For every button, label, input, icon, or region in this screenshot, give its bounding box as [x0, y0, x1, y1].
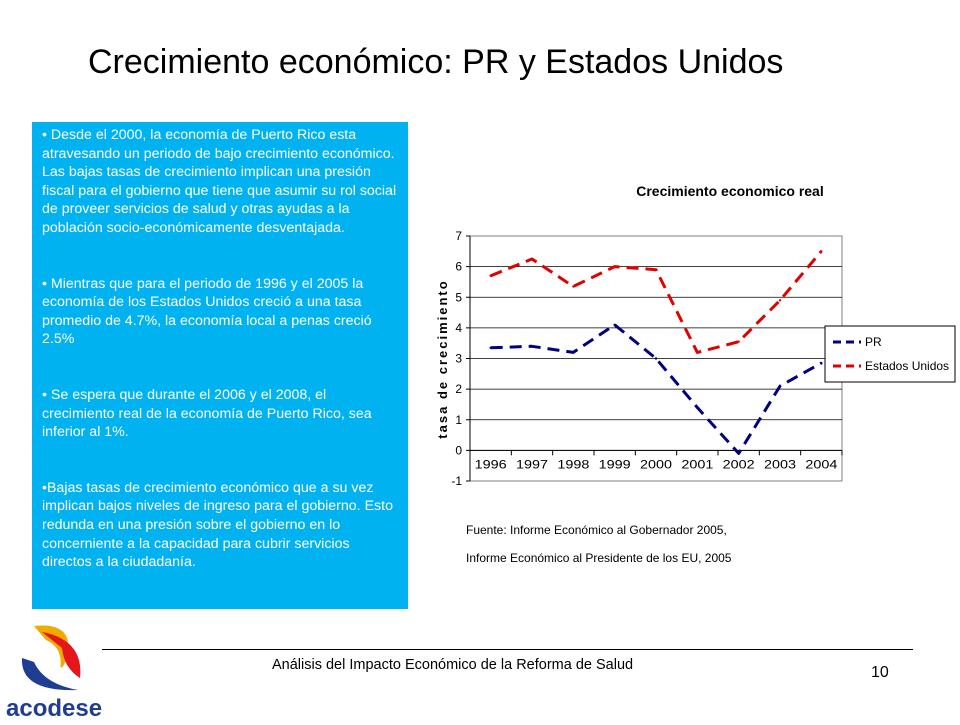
y-tick-label: 0 — [455, 443, 462, 457]
y-tick-label: 5 — [455, 290, 462, 304]
y-tick-label: -1 — [451, 474, 462, 488]
bullet-4: •Bajas tasas de crecimiento económico qu… — [42, 479, 393, 571]
data-point — [489, 274, 492, 278]
acodese-logo-mark: acodese — [6, 625, 102, 722]
legend-label: PR — [865, 335, 882, 349]
legend-label: Estados Unidos — [865, 359, 949, 373]
source-line-2: Informe Económico al Presidente de los E… — [466, 551, 732, 565]
data-point — [778, 299, 782, 302]
data-point — [530, 257, 534, 261]
growth-chart: Crecimiento economico real tasa de creci… — [430, 178, 960, 498]
x-tick-label: 1997 — [516, 457, 548, 471]
data-point — [530, 345, 534, 348]
data-point — [489, 346, 492, 349]
series-line-pr — [490, 323, 823, 455]
bullet-3: • Se espera que durante el 2006 y el 200… — [42, 386, 372, 441]
data-point — [572, 351, 575, 354]
data-point — [654, 268, 658, 271]
plot-layer: -1 0 1 2 3 4 5 6 7 1996 1997 1998 1999 2000 2001 2002 20… — [451, 229, 843, 488]
data-point — [654, 357, 658, 360]
data-point — [737, 452, 740, 455]
growth-chart-svg: Crecimiento economico real tasa de creci… — [435, 183, 956, 488]
data-point — [572, 285, 575, 288]
x-tick-label: 1999 — [599, 457, 631, 471]
data-point — [613, 265, 616, 268]
x-tick-label: 2003 — [764, 457, 796, 471]
x-tick-label: 2002 — [723, 457, 755, 471]
data-point — [696, 351, 699, 354]
data-point — [820, 250, 823, 253]
text-box: • Desde el 2000, la economía de Puerto R… — [32, 122, 408, 609]
data-point — [613, 323, 616, 327]
bullet-2: • Mientras que para el periodo de 1996 y… — [42, 275, 372, 348]
logo-text: acodese — [6, 695, 102, 720]
chart-legend: PR Estados Unidos — [824, 325, 956, 383]
y-tick-label: 6 — [455, 260, 462, 274]
footer-divider — [102, 649, 913, 650]
y-tick-label: 7 — [455, 229, 462, 243]
slide-title: Crecimiento económico: PR y Estados Unid… — [88, 43, 784, 81]
acodese-logo: acodese — [4, 618, 114, 722]
data-point — [737, 340, 740, 343]
x-tick-label: 1998 — [557, 457, 589, 471]
source-line-1: Fuente: Informe Económico al Gobernador … — [466, 523, 727, 537]
x-tick-label: 2004 — [805, 457, 837, 471]
data-point — [820, 361, 823, 365]
x-tick-label: 1996 — [475, 457, 507, 471]
x-tick-label: 2001 — [681, 457, 713, 471]
y-tick-label: 4 — [455, 321, 462, 335]
bullet-1: • Desde el 2000, la economía de Puerto R… — [42, 127, 397, 236]
y-tick-label: 2 — [455, 382, 462, 396]
y-tick-label: 1 — [455, 413, 462, 427]
footer-text: Análisis del Impacto Económico de la Ref… — [272, 657, 634, 673]
data-point — [696, 406, 699, 409]
legend-box — [824, 325, 956, 383]
y-axis-label: tasa de crecimiento — [435, 279, 450, 438]
y-tick-label: 3 — [455, 352, 462, 366]
data-point — [778, 384, 782, 388]
x-tick-label: 2000 — [640, 457, 672, 471]
chart-title: Crecimiento economico real — [636, 183, 824, 199]
page-number: 10 — [871, 664, 889, 681]
